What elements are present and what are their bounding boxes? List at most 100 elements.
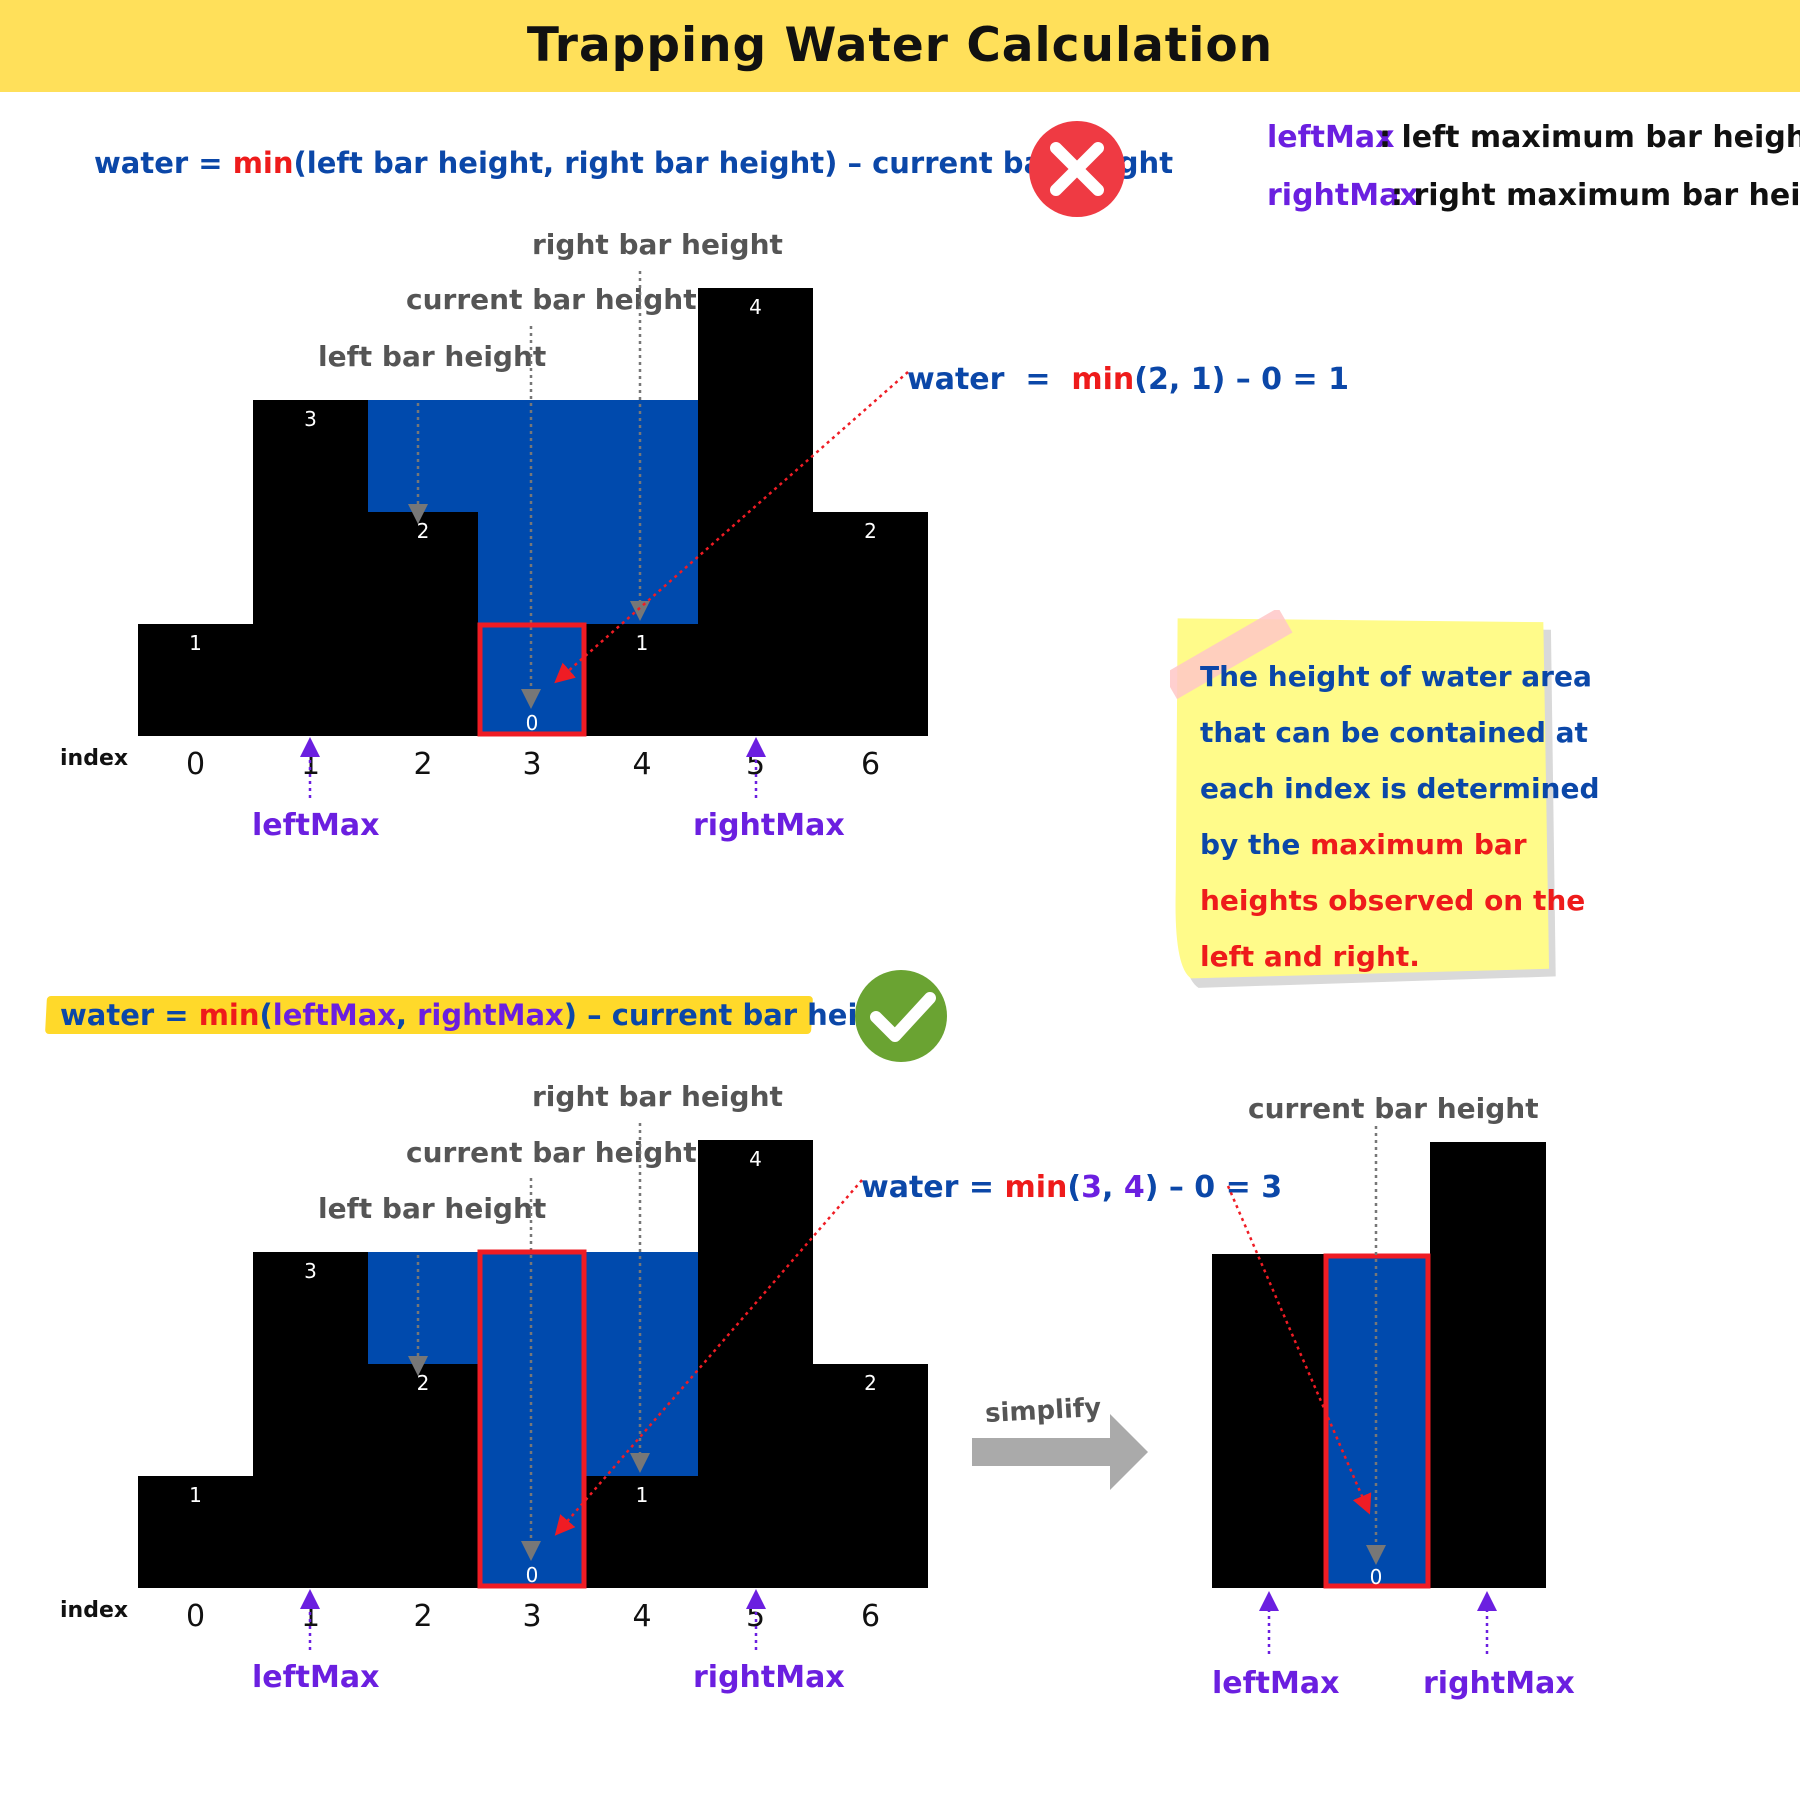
note-line-6: left and right. — [1200, 940, 1420, 973]
calc-arrow-top — [554, 371, 909, 684]
note-line-3: each index is determined — [1200, 772, 1600, 805]
index-tick-2-top: 2 — [413, 747, 432, 782]
right-formula-a: leftMax — [272, 998, 396, 1032]
label-right-bar-height-2: right bar height — [532, 1080, 783, 1113]
right-formula-open: ( — [259, 998, 273, 1032]
bar-value-1-top: 3 — [304, 407, 317, 431]
wrong-formula-fn: min — [232, 146, 294, 180]
bar-6-bottom — [813, 1364, 928, 1588]
water-cell-4-top — [586, 400, 698, 624]
simplify-current-label: current bar height — [1248, 1092, 1539, 1125]
bar-value-3-top: 0 — [526, 711, 539, 735]
calc-bottom-lhs: water = — [861, 1170, 1005, 1205]
bar-5-bottom — [698, 1140, 813, 1588]
bar-value-4-bottom: 1 — [636, 1483, 649, 1507]
index-tick-0-bottom: 0 — [186, 1599, 205, 1634]
simplify-arrow — [972, 1414, 1148, 1490]
label-right-bar-height: right bar height — [532, 228, 783, 261]
calc-top-fn: min — [1071, 362, 1135, 397]
check-mark — [870, 992, 936, 1042]
calc-top-rest: – 0 = 1 — [1225, 362, 1349, 397]
calc-bottom-close: ) — [1144, 1170, 1159, 1205]
index-tick-4-bottom: 4 — [632, 1599, 651, 1634]
title-banner: Trapping Water Calculation — [0, 0, 1800, 92]
legend-leftmax-term: leftMax — [1267, 120, 1395, 155]
note-by: by the — [1200, 828, 1311, 861]
bar-value-3-bottom: 0 — [526, 1563, 539, 1587]
bar-4-bottom — [586, 1476, 698, 1588]
right-formula-b: rightMax — [417, 998, 564, 1032]
index-tick-6-top: 6 — [861, 747, 880, 782]
sticky-note — [1170, 610, 1556, 988]
calc-arrow-bottom — [554, 1179, 863, 1536]
index-tick-3-bottom: 3 — [522, 1599, 541, 1634]
legend-rightmax-term: rightMax — [1267, 178, 1419, 213]
legend-leftmax-desc: : left maximum bar height — [1379, 120, 1800, 155]
wrong-formula-args: (left bar height, right bar height) – cu… — [293, 146, 1174, 180]
current-highlight-top — [477, 622, 587, 737]
rightmax-marker-label-2: rightMax — [693, 1660, 845, 1695]
wrong-formula: water = min(left bar height, right bar h… — [94, 146, 1173, 180]
index-tick-0-top: 0 — [186, 747, 205, 782]
note-line-4: by the maximum bar — [1200, 828, 1527, 861]
calc-bottom-fn: min — [1004, 1170, 1068, 1205]
bar-value-6-top: 2 — [864, 519, 877, 543]
leftmax-marker-label-2: leftMax — [252, 1660, 380, 1695]
calc-bottom-b: 4 — [1123, 1170, 1145, 1205]
legend-rightmax-desc: : right maximum bar height — [1391, 178, 1800, 213]
label-left-bar-height-2: left bar height — [318, 1192, 547, 1225]
wrong-formula-lhs: water = — [94, 146, 233, 180]
bar-value-0-bottom: 1 — [189, 1483, 202, 1507]
bar-2-top — [368, 512, 478, 736]
index-tick-6-bottom: 6 — [861, 1599, 880, 1634]
label-current-bar-height: current bar height — [406, 283, 697, 316]
simplified-left-bar — [1212, 1254, 1324, 1588]
label-current-bar-height-2: current bar height — [406, 1136, 697, 1169]
bar-4-top — [586, 624, 698, 736]
calc-bottom: water = min(3, 4) – 0 = 3 — [861, 1170, 1282, 1205]
simplify-leftmax-label: leftMax — [1212, 1666, 1340, 1701]
bar-value-5-bottom: 4 — [749, 1147, 762, 1171]
bar-value-6-bottom: 2 — [864, 1371, 877, 1395]
right-formula: water = min(leftMax, rightMax) – current… — [60, 998, 913, 1032]
leftmax-marker-label: leftMax — [252, 808, 380, 843]
simplified-highlight — [1323, 1253, 1431, 1589]
cross-mark — [1050, 142, 1104, 196]
bar-1-bottom — [253, 1252, 368, 1588]
bar-5-top — [698, 288, 813, 736]
calc-bottom-sep: , — [1101, 1170, 1124, 1205]
rightmax-marker-label: rightMax — [693, 808, 845, 843]
right-formula-lhs: water = — [60, 998, 199, 1032]
calc-bottom-rest: – 0 = 3 — [1158, 1170, 1283, 1205]
right-formula-sep: , — [396, 998, 418, 1032]
water-cell-4-bottom — [586, 1252, 698, 1476]
note-line-2: that can be contained at — [1200, 716, 1588, 749]
bar-6-top — [813, 512, 928, 736]
check-icon — [855, 970, 947, 1062]
index-tick-3-top: 3 — [522, 747, 541, 782]
index-tick-4-top: 4 — [632, 747, 651, 782]
simplify-rightmax-label: rightMax — [1423, 1666, 1575, 1701]
simplified-calc-arrow — [1226, 1185, 1372, 1515]
calc-bottom-a: 3 — [1081, 1170, 1102, 1205]
index-tick-2-bottom: 2 — [413, 1599, 432, 1634]
index-label-2: index — [60, 1598, 129, 1623]
note-line-1: The height of water area — [1200, 660, 1592, 693]
calc-top: water = min(2, 1) – 0 = 1 — [907, 362, 1349, 397]
simplified-value: 0 — [1370, 1565, 1383, 1589]
bar-value-0-top: 1 — [189, 631, 202, 655]
simplified-right-bar — [1430, 1142, 1546, 1588]
right-formula-rest: ) – current bar height — [563, 998, 913, 1032]
bar-0-top — [138, 624, 253, 736]
page-title: Trapping Water Calculation — [526, 18, 1274, 73]
calc-bottom-open: ( — [1067, 1170, 1082, 1205]
water-cell-2-top — [368, 400, 478, 512]
label-left-bar-height: left bar height — [318, 340, 547, 373]
bar-value-2-bottom: 2 — [417, 1371, 430, 1395]
bar-2-bottom — [368, 1364, 478, 1588]
note-red-1: maximum bar — [1310, 828, 1527, 861]
right-formula-fn: min — [198, 998, 260, 1032]
bar-0-bottom — [138, 1476, 253, 1588]
calc-top-lhs: water — [907, 362, 1005, 397]
